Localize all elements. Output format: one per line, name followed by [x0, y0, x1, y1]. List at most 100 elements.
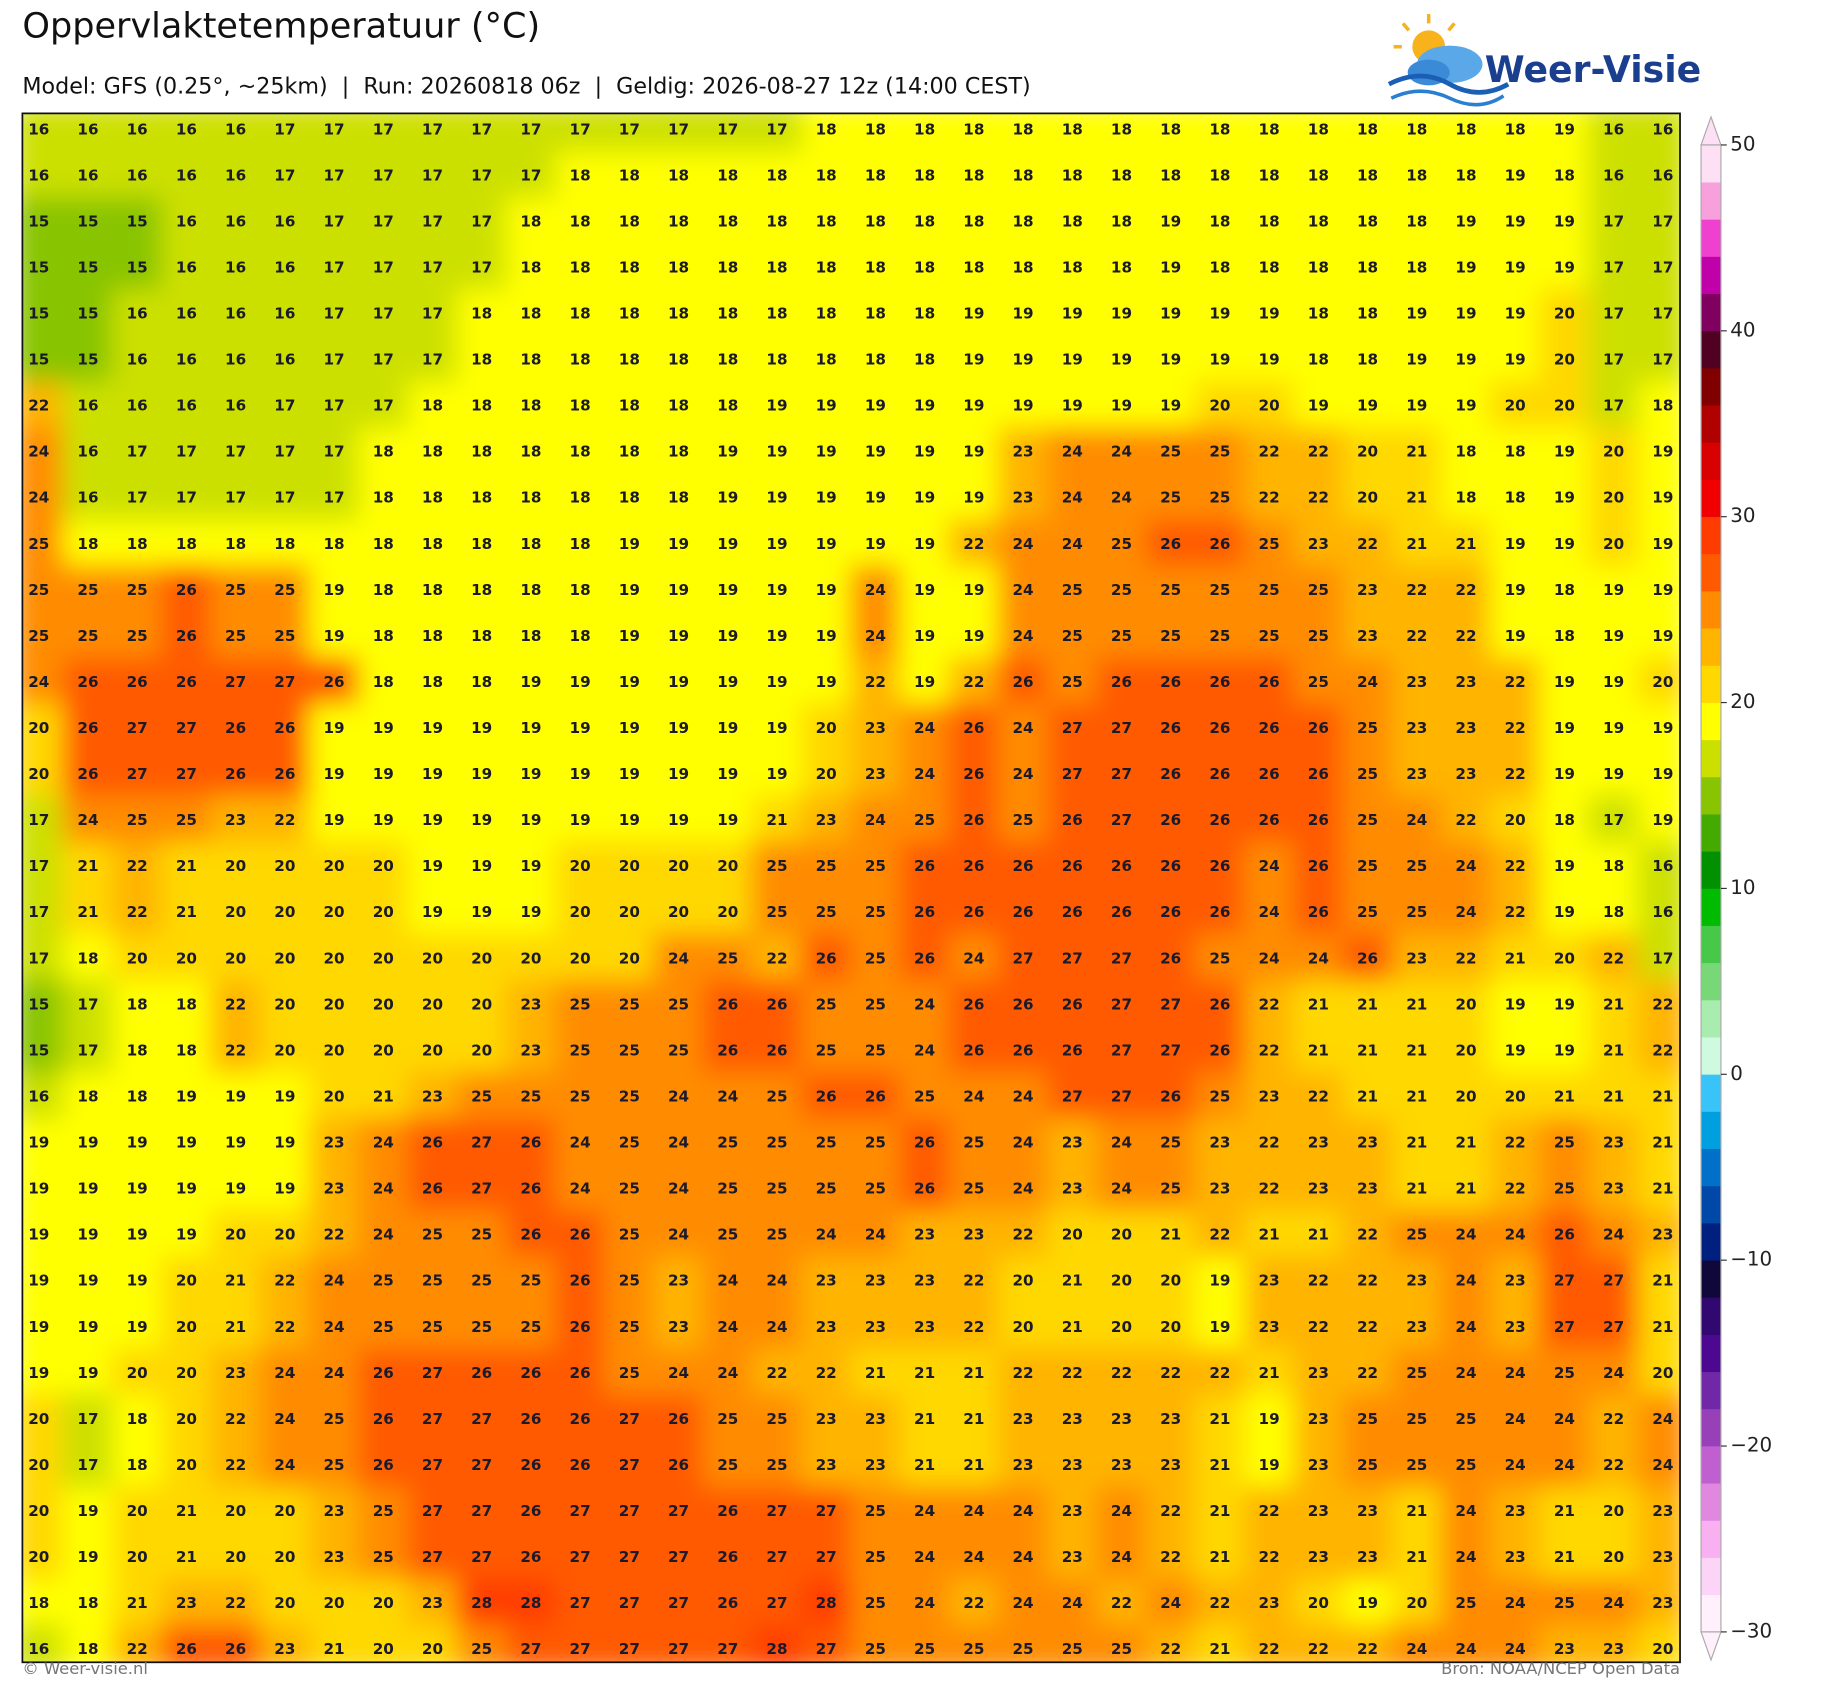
temperature-value: 19 [1554, 120, 1575, 138]
temperature-value: 19 [77, 1226, 98, 1244]
temperature-value: 15 [77, 351, 98, 369]
field-cell [1293, 611, 1344, 659]
field-cell [1293, 1210, 1344, 1258]
field-cell [1194, 473, 1246, 521]
temperature-value: 18 [1062, 166, 1083, 184]
field-cell [1194, 1532, 1246, 1580]
temperature-value: 19 [77, 1502, 98, 1520]
field-cell [653, 1118, 704, 1166]
temperature-value: 18 [668, 258, 689, 276]
colorbar-segment [1701, 1408, 1721, 1447]
field-cell [948, 934, 1000, 982]
temperature-value: 26 [1209, 673, 1230, 691]
field-cell [358, 519, 409, 567]
temperature-value: 20 [176, 1318, 197, 1336]
field-cell [1145, 887, 1196, 936]
field-cell [1096, 1302, 1147, 1350]
temperature-value: 26 [373, 1364, 394, 1382]
field-cell [1293, 1256, 1344, 1304]
temperature-value: 20 [1455, 1087, 1476, 1105]
temperature-value: 24 [373, 1180, 394, 1198]
temperature-value: 18 [422, 443, 443, 461]
field-cell [1588, 1532, 1639, 1580]
field-cell [1539, 795, 1590, 844]
field-cell [1588, 289, 1639, 337]
field-cell [1342, 289, 1393, 337]
field-cell [1096, 934, 1147, 982]
temperature-value: 18 [865, 120, 886, 138]
field-cell [1637, 1302, 1681, 1350]
temperature-value: 19 [1259, 1456, 1280, 1474]
temperature-value: 26 [323, 673, 344, 691]
temperature-value: 19 [963, 304, 984, 322]
field-cell [358, 151, 409, 199]
field-cell [604, 611, 655, 659]
temperature-value: 18 [668, 489, 689, 507]
temperature-value: 19 [816, 489, 837, 507]
colorbar-segment [1701, 405, 1721, 443]
field-cell [1194, 1072, 1246, 1120]
field-cell [604, 980, 655, 1028]
field-cell [1490, 1118, 1541, 1166]
temperature-value: 26 [1012, 1041, 1033, 1059]
field-cell [702, 427, 753, 475]
temperature-value: 19 [668, 535, 689, 553]
field-cell [899, 841, 950, 890]
field-cell [407, 703, 458, 751]
field-cell [308, 1302, 360, 1350]
temperature-value: 18 [127, 995, 148, 1013]
temperature-value: 24 [865, 1226, 886, 1244]
field-cell [1539, 1486, 1590, 1534]
field-cell [899, 381, 950, 429]
temperature-value: 18 [1209, 258, 1230, 276]
field-cell [751, 381, 803, 429]
temperature-value: 25 [1160, 581, 1181, 599]
field-cell [1391, 243, 1442, 291]
field-cell [1293, 113, 1344, 153]
field-cell [604, 1302, 655, 1350]
temperature-value: 19 [471, 719, 492, 737]
field-cell [899, 113, 950, 153]
field-cell [899, 1348, 950, 1396]
temperature-value: 19 [1505, 304, 1526, 322]
field-cell [456, 841, 507, 890]
colorbar-segment [1701, 479, 1721, 518]
temperature-value: 27 [422, 1502, 443, 1520]
temperature-value: 27 [1012, 949, 1033, 967]
field-cell [1490, 335, 1541, 383]
temperature-value: 19 [1603, 581, 1624, 599]
temperature-value: 22 [1160, 1548, 1181, 1566]
field-cell [948, 1118, 1000, 1166]
field-cell [850, 1440, 901, 1488]
temperature-value: 25 [1308, 673, 1329, 691]
field-cell [161, 1118, 212, 1166]
field-cell [1047, 980, 1098, 1028]
field-cell [997, 243, 1049, 291]
temperature-value: 18 [570, 351, 591, 369]
temperature-value: 24 [914, 719, 935, 737]
field-cell [259, 1486, 311, 1534]
colorbar-segment [1701, 1074, 1721, 1112]
temperature-value: 25 [1406, 857, 1427, 875]
temperature-value: 25 [914, 811, 935, 829]
temperature-value: 18 [914, 212, 935, 230]
field-cell [22, 1532, 64, 1580]
temperature-value: 19 [1357, 397, 1378, 415]
field-cell [1096, 1394, 1147, 1442]
temperature-value: 17 [422, 166, 443, 184]
field-cell [22, 749, 64, 798]
temperature-value: 20 [274, 1041, 295, 1059]
field-cell [1490, 1164, 1541, 1212]
field-cell [161, 749, 212, 798]
temperature-value: 18 [1455, 120, 1476, 138]
temperature-value: 23 [914, 1272, 935, 1290]
field-cell [1145, 335, 1196, 383]
temperature-value: 19 [766, 397, 787, 415]
temperature-value: 22 [1012, 1226, 1033, 1244]
field-cell [1194, 335, 1246, 383]
temperature-value: 18 [1111, 258, 1132, 276]
field-cell [653, 1532, 704, 1580]
temperature-value: 26 [1012, 995, 1033, 1013]
temperature-value: 15 [127, 258, 148, 276]
field-cell [1637, 197, 1681, 245]
